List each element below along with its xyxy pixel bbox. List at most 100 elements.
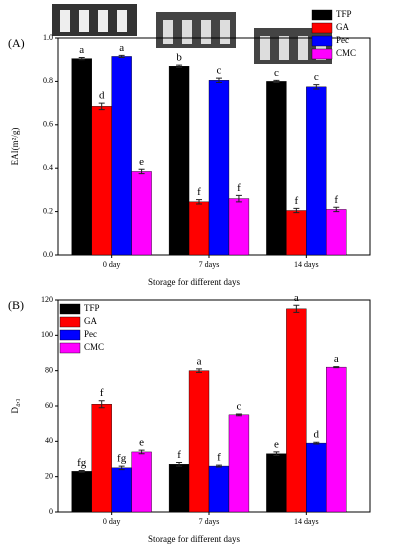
bar [71, 58, 92, 256]
sample-photos [52, 4, 332, 64]
bar [266, 453, 287, 513]
x-axis-label: Storage for different days [148, 277, 241, 287]
significance-letter: f [100, 387, 104, 399]
panel-label: (B) [8, 298, 24, 312]
y-tick-label: 60 [45, 401, 53, 410]
significance-letter: d [314, 429, 320, 441]
error-bar [215, 77, 222, 83]
vial [316, 36, 326, 60]
error-bar [78, 469, 85, 473]
error-bar [138, 449, 145, 455]
legend-swatch [311, 35, 333, 47]
significance-letter: f [334, 194, 338, 206]
vial [279, 36, 289, 60]
bar [228, 414, 250, 513]
y-tick-label: 0.4 [43, 163, 53, 172]
error-bar [138, 168, 145, 175]
legend-label: CMC [84, 342, 104, 352]
error-bar [333, 366, 340, 369]
significance-letter: c [217, 65, 222, 77]
error-bar [313, 441, 320, 445]
bar [208, 465, 230, 513]
vial [163, 20, 173, 44]
significance-letter: c [274, 67, 279, 79]
error-bar [78, 57, 85, 61]
error-bar [293, 207, 300, 214]
significance-letter: a [294, 292, 299, 304]
significance-letter: c [236, 400, 241, 412]
bar [266, 81, 287, 256]
bar [188, 201, 210, 256]
bar [228, 198, 250, 256]
x-tick-label: 14 days [294, 517, 319, 526]
legend-label: TFP [84, 303, 100, 313]
y-tick-label: 40 [45, 436, 53, 445]
bar [306, 86, 327, 256]
y-tick-label: 0.8 [43, 76, 53, 85]
bar [91, 106, 112, 256]
legend-label: CMC [336, 48, 356, 58]
legend-swatch [59, 316, 81, 328]
legend-label: GA [84, 316, 97, 326]
bar [111, 467, 132, 513]
significance-letter: a [197, 355, 202, 367]
bar [71, 471, 92, 513]
error-bar [196, 199, 203, 205]
y-tick-label: 120 [41, 295, 53, 304]
y-tick-label: 0.2 [43, 206, 53, 215]
vial [220, 20, 230, 44]
significance-letter: e [139, 156, 144, 168]
bar [111, 56, 132, 256]
vial [201, 20, 211, 44]
significance-letter: f [295, 195, 299, 207]
error-bar [313, 84, 320, 90]
x-tick-label: 0 day [103, 517, 121, 526]
bar [91, 404, 112, 513]
significance-letter: a [119, 42, 124, 54]
y-tick-label: 0.0 [43, 250, 53, 259]
significance-letter: f [237, 182, 241, 194]
significance-letter: f [177, 449, 181, 461]
bar [168, 66, 190, 256]
error-bar [215, 464, 222, 468]
significance-letter: a [334, 353, 339, 365]
significance-letter: f [217, 452, 221, 464]
error-bar [118, 54, 125, 59]
significance-letter: fg [117, 453, 127, 465]
vial [79, 10, 89, 32]
legend-swatch [59, 303, 81, 315]
error-bar [273, 79, 280, 83]
vial [117, 10, 127, 32]
error-bar [293, 304, 300, 313]
bar [131, 171, 152, 256]
y-tick-label: 1.0 [43, 33, 53, 42]
legend-swatch [311, 9, 333, 21]
vial [182, 20, 192, 44]
legend-label: GA [336, 22, 349, 32]
bar [208, 80, 230, 256]
vial [60, 10, 70, 32]
error-bar [235, 194, 242, 203]
error-bar [235, 413, 242, 417]
legend-label: Pec [84, 329, 97, 339]
legend-label: TFP [336, 9, 352, 19]
x-tick-label: 14 days [294, 260, 319, 269]
bar [326, 366, 347, 513]
x-tick-label: 7 days [199, 260, 220, 269]
bar [306, 442, 327, 513]
x-tick-label: 0 day [103, 260, 121, 269]
significance-letter: f [197, 186, 201, 198]
legend-swatch [59, 342, 81, 354]
y-tick-label: 80 [45, 365, 53, 374]
significance-letter: b [176, 52, 182, 64]
y-axis-label: D₄,₃ [10, 398, 20, 413]
error-bar [333, 206, 340, 213]
vial [98, 10, 108, 32]
error-bar [98, 400, 105, 409]
legend-swatch [59, 329, 81, 341]
x-tick-label: 7 days [199, 517, 220, 526]
error-bar [118, 465, 125, 471]
significance-letter: a [79, 44, 84, 56]
legend-swatch [311, 22, 333, 34]
y-tick-label: 0 [49, 507, 53, 516]
